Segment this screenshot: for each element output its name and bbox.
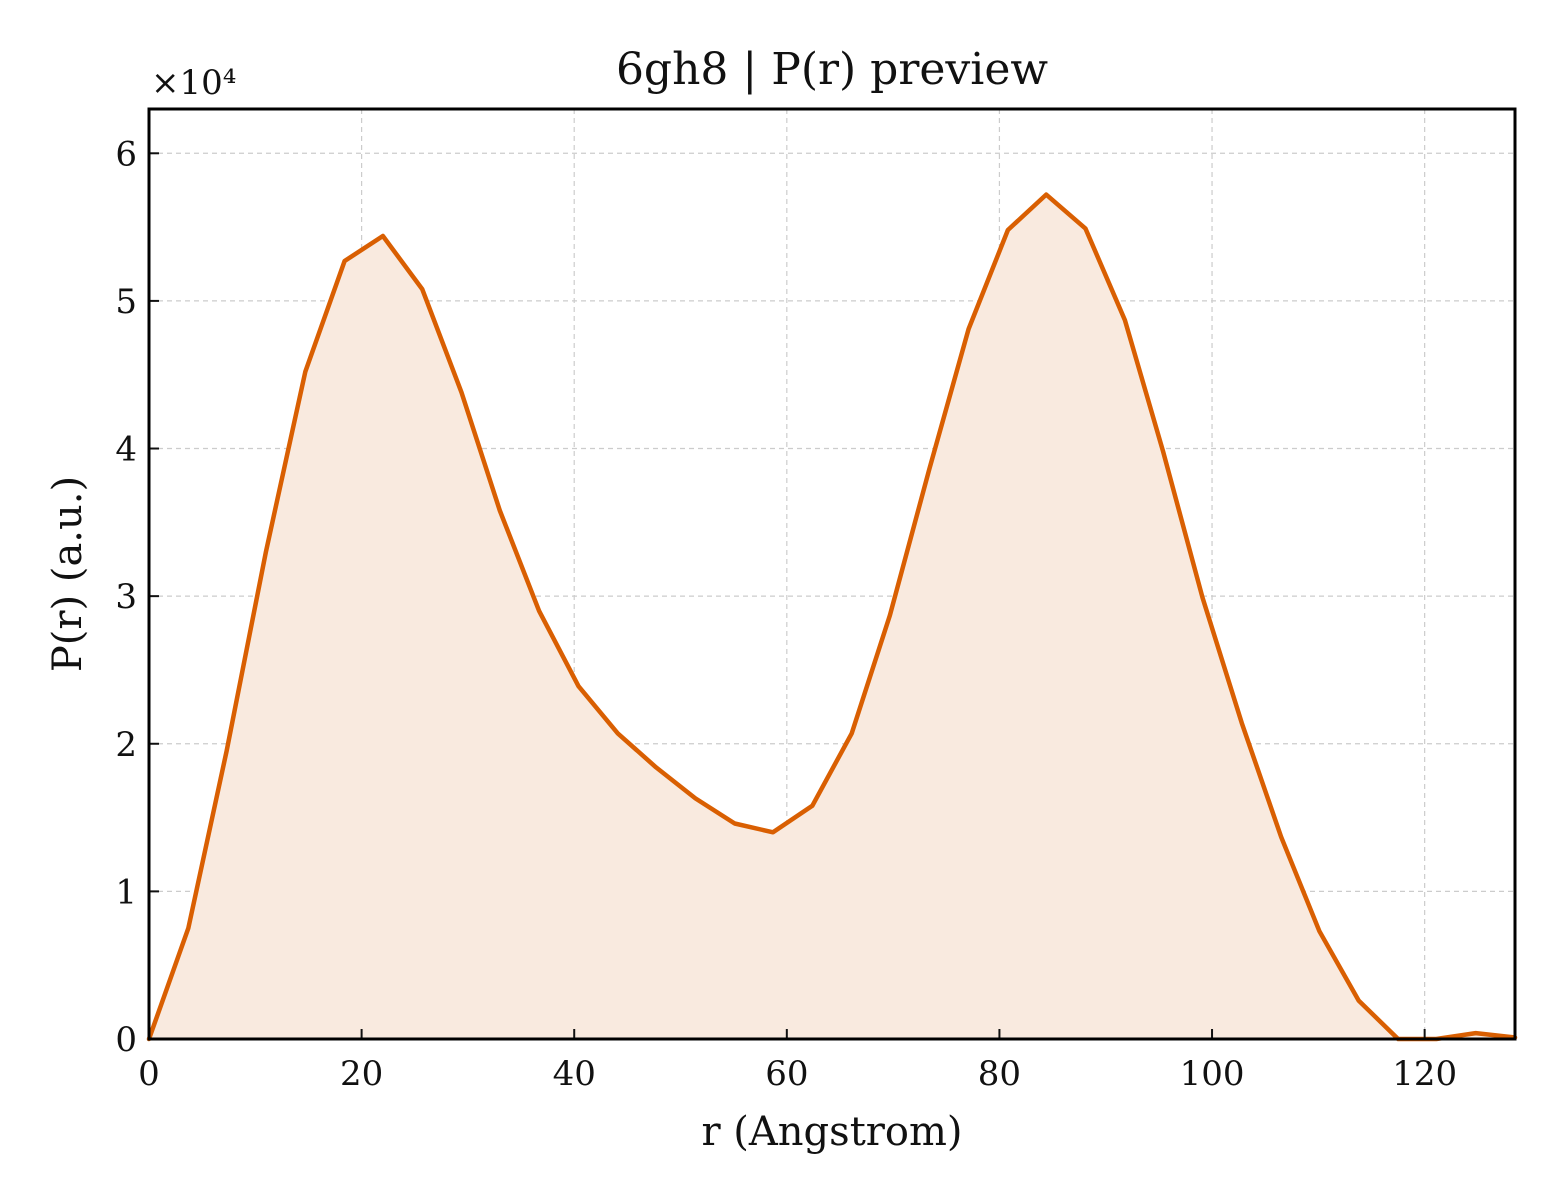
y-multiplier-label: ×10⁴ <box>151 63 236 103</box>
pr-area-fill <box>149 194 1515 1040</box>
y-tick-label: 2 <box>115 725 137 765</box>
x-axis-label: r (Angstrom) <box>701 1109 962 1155</box>
pr-series-line <box>146 192 1518 1042</box>
y-tick-label: 0 <box>115 1020 137 1060</box>
y-tick-label: 1 <box>115 872 137 912</box>
x-tick-label: 80 <box>978 1054 1021 1094</box>
y-tick-label: 6 <box>115 134 137 174</box>
y-axis-label: P(r) (a.u.) <box>45 476 91 672</box>
y-tick-label: 3 <box>115 577 137 617</box>
chart-title: 6gh8 | P(r) preview <box>616 44 1048 95</box>
x-tick-label: 100 <box>1180 1054 1245 1094</box>
x-tick-label: 40 <box>553 1054 596 1094</box>
x-tick-label: 0 <box>138 1054 160 1094</box>
y-tick-label: 5 <box>115 282 137 322</box>
x-tick-label: 120 <box>1392 1054 1457 1094</box>
x-tick-label: 20 <box>340 1054 383 1094</box>
y-tick-label: 4 <box>115 430 137 470</box>
tick-layer: 0 20 40 60 80 100 120 0 1 2 3 4 5 6 <box>115 134 1457 1094</box>
plot-frame <box>147 107 1517 1041</box>
x-tick-label: 60 <box>765 1054 808 1094</box>
